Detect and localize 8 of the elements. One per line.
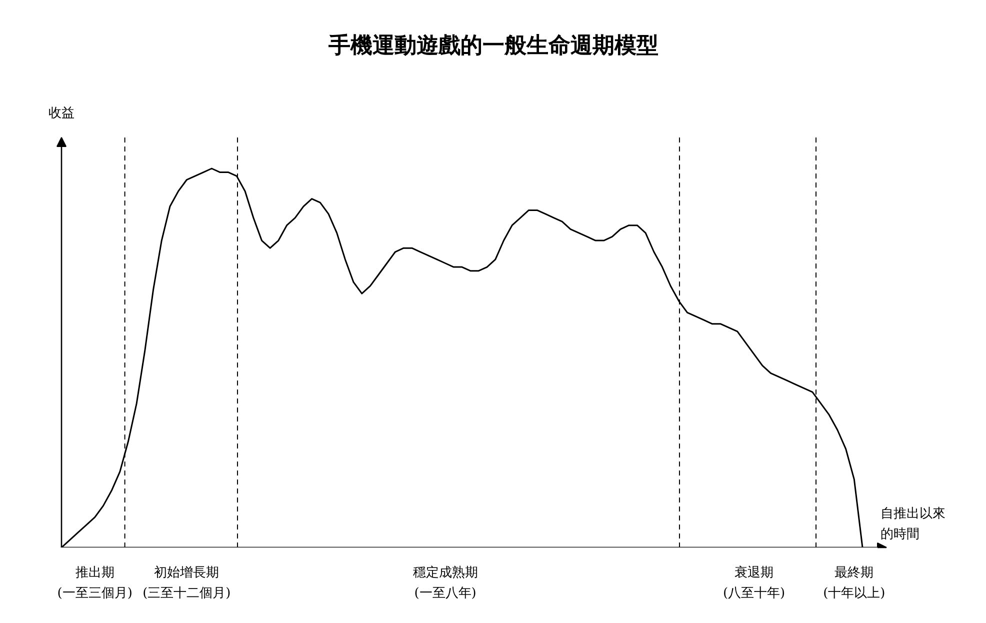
y-axis-title: 收益 bbox=[48, 106, 74, 121]
x-axis-title: 自推出以來的時間 bbox=[880, 506, 946, 542]
x-tick-label: 推出期 (一至三個月) bbox=[57, 566, 132, 601]
x-tick-label: 穩定成熟期 (一至八年) bbox=[412, 566, 478, 601]
x-tick-label: 初始增長期 (三至十二個月) bbox=[142, 566, 231, 601]
chart-title: 手機運動遊戲的一般生命週期模型 bbox=[328, 32, 658, 58]
x-tick-label: 最終期 (十年以上) bbox=[823, 566, 886, 601]
x-tick-label: 衰退期 (八至十年) bbox=[722, 564, 786, 601]
